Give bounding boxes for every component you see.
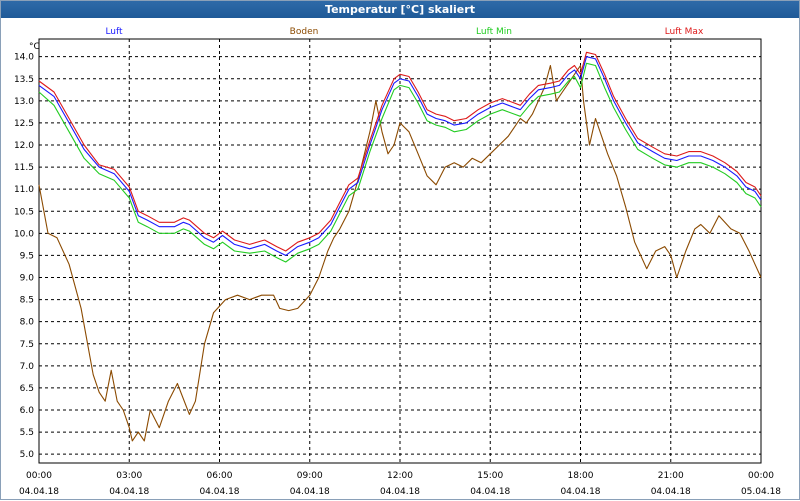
y-tick-label: 6.0 xyxy=(20,406,35,416)
x-tick-time: 21:00 xyxy=(658,471,684,481)
y-tick-label: 5.0 xyxy=(20,450,35,460)
y-tick-label: 7.0 xyxy=(20,362,35,372)
series-lines xyxy=(38,51,762,442)
y-tick-label: 12.0 xyxy=(14,141,34,151)
x-tick-labels: 00:00 04.04.18 03:00 04.04.18 06:00 04.04.18 0… xyxy=(19,471,781,497)
y-tick-label: 9.0 xyxy=(20,274,35,284)
x-tick-date: 04.04.18 xyxy=(290,487,330,497)
x-tick-date: 05.04.18 xyxy=(741,487,781,497)
y-tick-label: 13.0 xyxy=(14,97,34,107)
y-tick-label: 5.5 xyxy=(20,428,34,438)
y-tick-labels: 5.0 5.5 6.0 6.5 7.0 7.5 8.0 8.5 9.0 9.5 10.0 10.5 11… xyxy=(14,53,35,460)
series-line-luft-max xyxy=(38,51,762,252)
x-tick-date: 04.04.18 xyxy=(380,487,420,497)
y-axis-label: °C xyxy=(29,42,40,52)
y-tick-label: 6.5 xyxy=(20,384,34,394)
series-line-boden xyxy=(38,64,762,442)
x-tick-time: 03:00 xyxy=(116,471,142,481)
x-tick-time: 00:00 xyxy=(26,471,52,481)
y-tick-label: 8.5 xyxy=(20,296,34,306)
x-tick-time: 09:00 xyxy=(297,471,323,481)
plot-frame xyxy=(38,38,762,464)
x-tick-date: 04.04.18 xyxy=(109,487,149,497)
y-tick-label: 11.0 xyxy=(14,185,34,195)
legend-luft-max: Luft Max xyxy=(665,27,704,37)
x-tick-date: 04.04.18 xyxy=(199,487,239,497)
x-tick-date: 04.04.18 xyxy=(560,487,600,497)
legend-luft-min: Luft Min xyxy=(476,27,512,37)
y-tick-label: 10.0 xyxy=(14,229,34,239)
legend-boden: Boden xyxy=(290,27,319,37)
y-tick-label: 13.5 xyxy=(14,75,34,85)
x-tick-time: 15:00 xyxy=(477,471,503,481)
y-tick-label: 10.5 xyxy=(14,207,34,217)
legend-luft: Luft xyxy=(105,27,123,37)
x-tick-date: 04.04.18 xyxy=(19,487,59,497)
y-tick-label: 9.5 xyxy=(20,251,34,261)
chart-title: Temperatur [°C] skaliert xyxy=(1,1,799,18)
grid xyxy=(39,39,761,463)
series-line-luft-min xyxy=(38,62,762,263)
series-line-luft xyxy=(38,56,762,256)
legend: Luft Boden Luft Min Luft Max xyxy=(105,27,704,37)
y-tick-label: 14.0 xyxy=(14,53,34,63)
y-tick-label: 7.5 xyxy=(20,340,34,350)
x-tick-time: 06:00 xyxy=(207,471,233,481)
x-tick-date: 04.04.18 xyxy=(651,487,691,497)
x-tick-time: 18:00 xyxy=(568,471,594,481)
x-tick-date: 04.04.18 xyxy=(470,487,510,497)
y-tick-label: 12.5 xyxy=(14,119,34,129)
x-tick-time: 12:00 xyxy=(387,471,413,481)
x-tick-time: 00:00 xyxy=(748,471,774,481)
y-tick-label: 11.5 xyxy=(14,163,34,173)
y-tick-label: 8.0 xyxy=(20,318,35,328)
